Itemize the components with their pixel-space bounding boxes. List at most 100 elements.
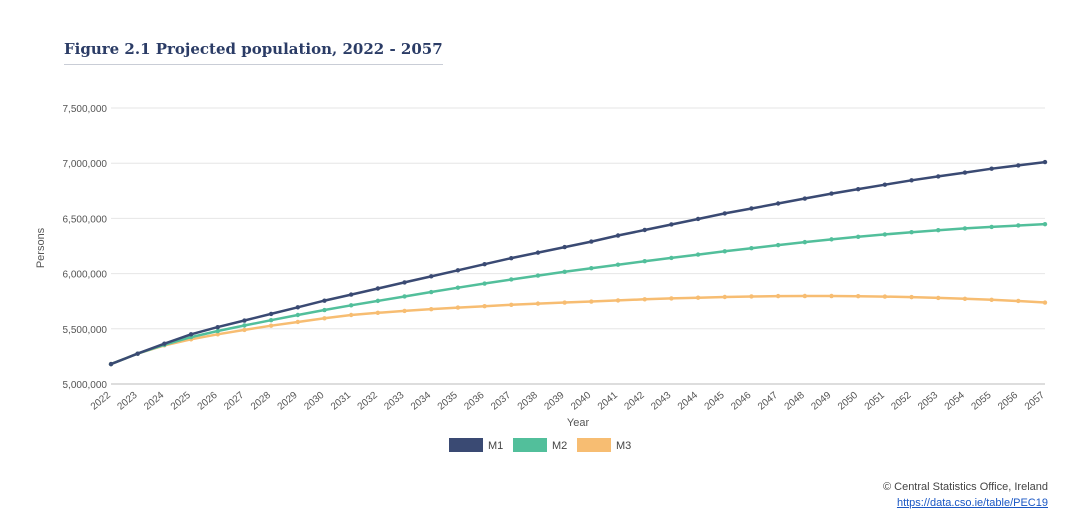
- y-axis-label: Persons: [35, 227, 47, 268]
- data-point-m2: [1042, 221, 1048, 227]
- data-point-m2: [535, 273, 541, 278]
- copyright-text: © Central Statistics Office, Ireland: [882, 481, 1048, 493]
- data-point-m1: [295, 305, 300, 310]
- y-tick-label: 7,500,000: [63, 104, 108, 115]
- x-tick-label: 2045: [703, 390, 727, 413]
- x-tick-label: 2050: [836, 390, 860, 413]
- x-axis-label: Year: [567, 417, 590, 429]
- data-point-m3: [1042, 300, 1048, 305]
- data-point-m1: [962, 170, 968, 175]
- x-tick-label: 2042: [623, 390, 647, 413]
- y-tick-label: 5,500,000: [63, 325, 108, 336]
- data-point-m1: [882, 182, 888, 187]
- data-point-m2: [589, 265, 594, 271]
- legend: M1 M2 M3: [449, 438, 631, 452]
- data-point-m3: [802, 293, 808, 299]
- series-line-m3: [110, 294, 1046, 366]
- data-point-m1: [215, 324, 220, 330]
- data-point-m1: [375, 286, 381, 291]
- data-point-m3: [962, 296, 968, 301]
- y-tick-label: 5,000,000: [63, 380, 108, 391]
- data-point-m2: [882, 232, 888, 237]
- legend-label-m2: M2: [552, 440, 567, 452]
- x-tick-label: 2054: [943, 390, 967, 413]
- data-point-m1: [775, 201, 781, 206]
- data-point-m2: [322, 307, 327, 313]
- data-point-m3: [669, 296, 674, 301]
- data-point-m2: [429, 289, 434, 295]
- x-tick-label: 2046: [729, 390, 753, 413]
- x-tick-label: 2053: [916, 390, 940, 413]
- data-point-m1: [322, 298, 327, 303]
- data-point-m2: [482, 281, 487, 286]
- data-point-m3: [268, 323, 274, 328]
- x-tick-label: 2041: [596, 390, 620, 413]
- series-line-m1: [110, 160, 1046, 366]
- data-point-m1: [135, 351, 140, 356]
- y-tick-label: 6,500,000: [63, 214, 108, 225]
- data-point-m1: [429, 274, 434, 279]
- data-point-m2: [509, 277, 514, 282]
- data-point-m3: [775, 293, 781, 299]
- x-tick-label: 2040: [569, 390, 593, 413]
- data-point-m3: [322, 316, 327, 321]
- data-point-m1: [509, 255, 514, 261]
- data-point-m2: [215, 328, 220, 334]
- x-tick-label: 2055: [969, 390, 993, 413]
- data-point-m1: [669, 222, 674, 227]
- x-tick-label: 2027: [222, 390, 246, 413]
- data-point-m3: [348, 312, 354, 318]
- x-tick-label: 2036: [462, 390, 486, 413]
- data-point-m3: [695, 295, 701, 300]
- data-point-m1: [722, 211, 727, 216]
- x-tick-label: 2024: [142, 390, 166, 413]
- data-point-m2: [722, 249, 727, 254]
- x-tick-label: 2031: [329, 390, 353, 413]
- source-link[interactable]: https://data.cso.ie/table/PEC19: [896, 497, 1048, 509]
- data-point-m3: [615, 298, 621, 303]
- x-tick-label: 2033: [382, 390, 406, 413]
- data-point-m3: [509, 302, 514, 308]
- data-point-m2: [829, 237, 834, 242]
- x-tick-label: 2022: [89, 390, 113, 413]
- footer: © Central Statistics Office, Ireland htt…: [883, 479, 1048, 511]
- x-tick-label: 2044: [676, 390, 700, 413]
- data-point-m1: [455, 268, 461, 273]
- x-tick-label: 2037: [489, 390, 513, 413]
- data-point-m1: [589, 239, 594, 244]
- x-axis: 2022 2023 2024 2025 2026 2027 2028 2029 2030 2031…: [89, 383, 1047, 413]
- data-point-m3: [909, 294, 914, 300]
- data-point-m3: [535, 301, 541, 306]
- data-point-m2: [642, 259, 647, 264]
- x-tick-label: 2048: [783, 390, 807, 413]
- x-tick-label: 2039: [542, 390, 566, 413]
- data-point-m1: [482, 262, 487, 267]
- y-axis: 5,000,000 5,500,000 6,000,000 6,500,000 7,00…: [63, 104, 108, 391]
- data-point-m1: [268, 311, 274, 317]
- data-point-m2: [962, 226, 968, 231]
- data-point-m2: [295, 312, 300, 318]
- data-point-m2: [749, 246, 754, 251]
- x-tick-label: 2052: [889, 390, 913, 413]
- grid-lines: [111, 107, 1045, 385]
- data-point-m1: [856, 186, 861, 192]
- y-tick-label: 6,000,000: [63, 270, 108, 281]
- data-point-m1: [1016, 163, 1021, 168]
- legend-label-m3: M3: [616, 440, 631, 452]
- data-point-m1: [749, 206, 754, 211]
- data-point-m1: [562, 244, 567, 250]
- data-point-m3: [562, 300, 567, 305]
- data-point-m2: [268, 317, 274, 323]
- x-tick-label: 2023: [115, 390, 139, 413]
- data-point-m2: [375, 298, 381, 304]
- data-point-m2: [775, 242, 781, 248]
- data-point-m3: [402, 308, 407, 314]
- data-point-m2: [856, 234, 861, 240]
- x-tick-label: 2035: [436, 390, 460, 413]
- x-tick-label: 2028: [249, 390, 273, 413]
- x-tick-label: 2056: [996, 390, 1020, 413]
- x-tick-label: 2025: [169, 390, 193, 413]
- data-point-m2: [936, 228, 941, 233]
- data-point-m3: [215, 332, 220, 337]
- data-point-m3: [856, 294, 861, 299]
